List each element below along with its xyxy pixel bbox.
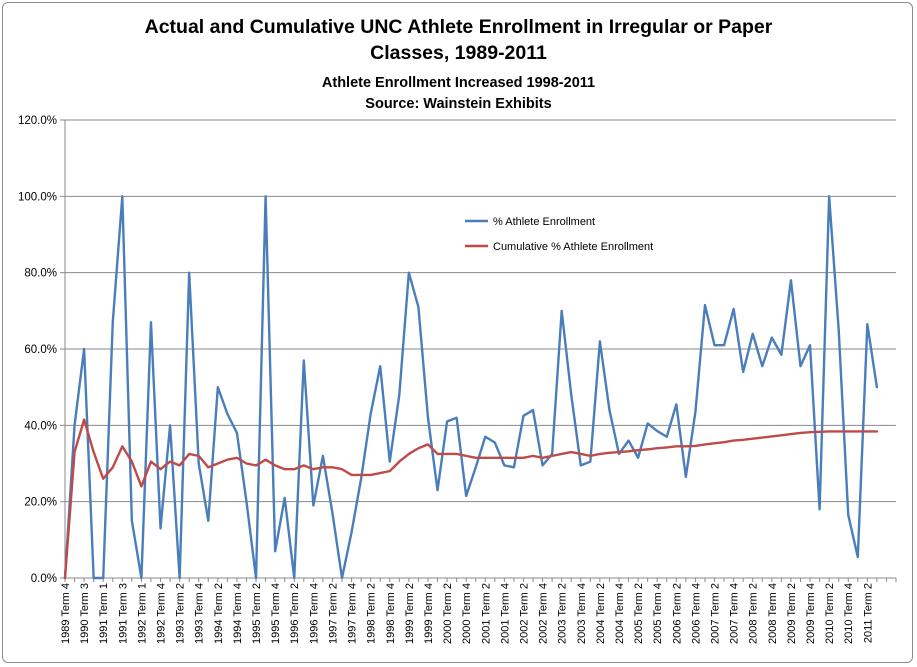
chart-title-line-1: Actual and Cumulative UNC Athlete Enroll… <box>144 16 773 38</box>
x-tick-label: 2000 Term 2 <box>442 583 454 644</box>
x-tick-label: 1990 Term 3 <box>79 583 91 644</box>
x-tick-label: 2001 Term 4 <box>499 583 511 644</box>
x-tick-label: 2009 Term 2 <box>786 583 798 644</box>
y-tick-label: 40.0% <box>24 420 57 432</box>
legend-label-2: Cumulative % Athlete Enrollment <box>493 241 653 253</box>
legend-label-1: % Athlete Enrollment <box>493 216 595 228</box>
x-tick-label: 2000 Term 4 <box>461 583 473 644</box>
x-tick-label: 1998 Term 2 <box>366 583 378 644</box>
x-tick-label: 1999 Term 2 <box>404 583 416 644</box>
x-tick-label: 1998 Term 4 <box>385 583 397 644</box>
x-tick-label: 2011 Term 2 <box>862 583 874 643</box>
x-tick-label: 2001 Term 2 <box>480 583 492 644</box>
x-tick-label: 2010 Term 2 <box>824 583 836 644</box>
x-tick-label: 1989 Term 4 <box>60 583 72 644</box>
x-tick-label: 1994 Term 4 <box>232 583 244 644</box>
y-tick-label: 0.0% <box>31 573 57 585</box>
chart-subtitle-line-1: Athlete Enrollment Increased 1998-2011 <box>321 75 596 91</box>
x-tick-label: 2009 Term 4 <box>805 583 817 644</box>
x-tick-label: 2004 Term 2 <box>595 583 607 644</box>
y-tick-label: 80.0% <box>24 268 57 280</box>
x-tick-label: 2004 Term 4 <box>614 583 626 644</box>
x-tick-label: 1997 Term 4 <box>347 583 359 644</box>
y-tick-label: 120.0% <box>18 115 57 127</box>
x-tick-label: 2002 Term 4 <box>538 583 550 644</box>
x-tick-label: 1991 Term 3 <box>117 583 129 644</box>
x-tick-label: 1995 Term 2 <box>251 583 263 644</box>
x-tick-label: 1994 Term 2 <box>213 583 225 644</box>
x-tick-label: 2003 Term 4 <box>576 583 588 644</box>
y-tick-label: 60.0% <box>24 344 57 356</box>
x-tick-label: 1995 Term 4 <box>270 583 282 644</box>
x-tick-label: 1997 Term 2 <box>327 583 339 644</box>
x-tick-label: 1993 Term 4 <box>194 583 206 644</box>
y-tick-label: 100.0% <box>18 191 57 203</box>
x-tick-label: 2008 Term 2 <box>748 583 760 644</box>
x-tick-label: 2002 Term 2 <box>518 583 530 644</box>
y-tick-label: 20.0% <box>24 497 57 509</box>
x-tick-label: 2005 Term 4 <box>652 583 664 644</box>
chart-subtitle: Athlete Enrollment Increased 1998-2011 S… <box>0 73 917 115</box>
x-tick-label: 1996 Term 2 <box>289 583 301 644</box>
x-tick-label: 1992 Term 1 <box>136 583 148 644</box>
chart-title-line-2: Classes, 1989-2011 <box>370 42 547 64</box>
x-tick-label: 2006 Term 4 <box>690 583 702 644</box>
x-tick-label: 1999 Term 4 <box>423 583 435 644</box>
x-tick-label: 2005 Term 2 <box>633 583 645 644</box>
series-line-1 <box>63 195 879 580</box>
x-tick-label: 2008 Term 4 <box>767 583 779 644</box>
x-tick-label: 2007 Term 4 <box>729 583 741 644</box>
x-tick-label: 1992 Term 4 <box>156 583 168 644</box>
series-line-2 <box>63 418 879 580</box>
x-tick-label: 2007 Term 2 <box>710 583 722 644</box>
x-tick-label: 1991 Term 1 <box>98 583 110 644</box>
x-tick-label: 1993 Term 2 <box>175 583 187 644</box>
x-tick-label: 2010 Term 4 <box>843 583 855 644</box>
x-tick-label: 2006 Term 2 <box>671 583 683 644</box>
x-tick-label: 1996 Term 4 <box>308 583 320 644</box>
chart-title: Actual and Cumulative UNC Athlete Enroll… <box>0 14 917 66</box>
chart-subtitle-line-2: Source: Wainstein Exhibits <box>365 96 552 112</box>
x-tick-label: 2003 Term 2 <box>557 583 569 644</box>
